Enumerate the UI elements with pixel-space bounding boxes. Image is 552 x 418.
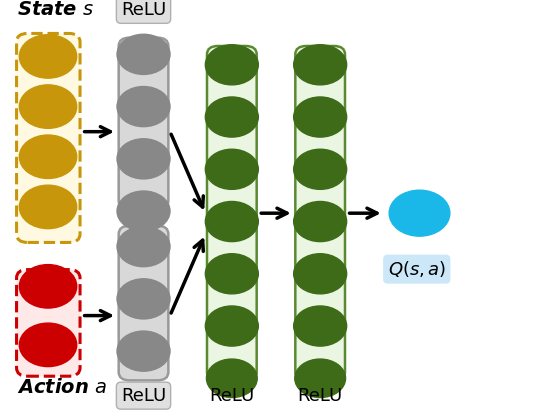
FancyBboxPatch shape [207, 46, 257, 380]
FancyBboxPatch shape [295, 46, 345, 380]
Circle shape [294, 45, 347, 85]
FancyBboxPatch shape [17, 270, 80, 376]
Circle shape [19, 85, 77, 128]
Circle shape [117, 227, 170, 267]
Circle shape [294, 201, 347, 242]
Circle shape [205, 201, 258, 242]
FancyBboxPatch shape [17, 33, 80, 242]
Circle shape [294, 149, 347, 189]
Circle shape [205, 97, 258, 137]
Circle shape [295, 359, 346, 398]
FancyBboxPatch shape [119, 226, 168, 380]
Circle shape [205, 149, 258, 189]
Circle shape [294, 97, 347, 137]
Circle shape [19, 265, 77, 308]
Text: State $s$: State $s$ [17, 0, 94, 19]
Text: $Q(s,a)$: $Q(s,a)$ [388, 259, 446, 279]
Circle shape [205, 45, 258, 85]
Circle shape [205, 306, 258, 346]
Text: ReLU: ReLU [209, 387, 254, 405]
Circle shape [205, 254, 258, 294]
Text: ReLU: ReLU [121, 1, 166, 19]
Circle shape [19, 323, 77, 367]
Circle shape [294, 254, 347, 294]
Circle shape [117, 191, 170, 231]
Circle shape [117, 139, 170, 179]
Circle shape [294, 306, 347, 346]
Circle shape [117, 279, 170, 319]
Circle shape [19, 135, 77, 178]
Circle shape [19, 35, 77, 78]
Circle shape [389, 190, 450, 236]
Text: ReLU: ReLU [121, 387, 166, 405]
Circle shape [19, 185, 77, 229]
Circle shape [117, 34, 170, 74]
Text: Action $a$: Action $a$ [17, 378, 107, 397]
Circle shape [206, 359, 257, 398]
Circle shape [117, 331, 170, 371]
Text: ReLU: ReLU [298, 387, 343, 405]
Circle shape [117, 87, 170, 127]
FancyBboxPatch shape [119, 38, 168, 209]
